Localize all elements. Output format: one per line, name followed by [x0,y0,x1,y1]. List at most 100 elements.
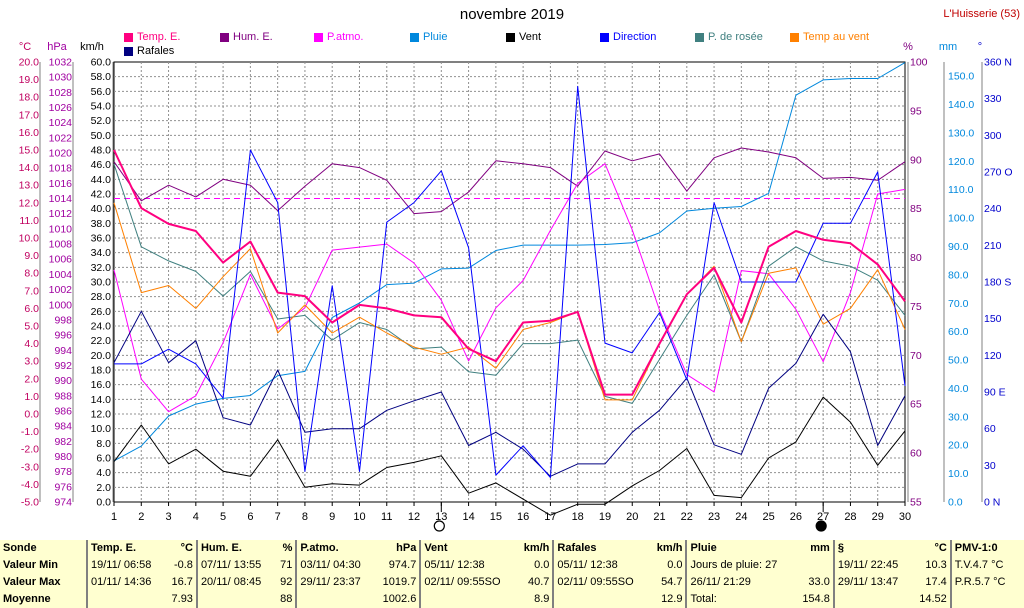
pct-tick-label: 80 [910,252,922,264]
stats-cell: 05/11/ 12:38 [419,557,516,574]
legend-item: Rafales [124,45,174,57]
temp-tick-label: 15.0 [19,145,40,157]
series-line-p-de-ros-e [113,163,906,404]
legend-label: Rafales [137,45,175,57]
kmh-tick-label: 2.0 [96,482,111,494]
stats-table: Sonde Temp. E. °C Hum. E.% P.atmo. hPa Vent km/… [0,540,1024,608]
temp-tick-label: 19.0 [19,74,40,86]
deg-tick-label: 90 E [984,387,1006,399]
hpa-tick-label: 1016 [49,178,73,190]
x-tick-label: 14 [462,511,474,523]
stats-value: 1019.7 [382,576,417,588]
hpa-tick-label: 1028 [49,87,73,99]
temp-tick-label: 18.0 [19,92,40,104]
legend-swatch [695,32,704,42]
x-tick-label: 18 [572,511,584,523]
stats-cell: § [832,540,912,557]
kmh-tick-label: 22.0 [91,335,112,347]
kmh-tick-label: 26.0 [91,306,112,318]
stats-value: 154.8 [802,593,830,605]
kmh-tick-label: 50.0 [91,130,112,142]
hpa-tick-label: 998 [54,314,72,326]
hpa-tick-label: 1020 [49,148,73,160]
x-tick-label: 19 [599,511,611,523]
kmh-tick-label: 18.0 [91,365,112,377]
pct-tick-label: 65 [910,399,922,411]
temp-axis-unit: °C [19,41,31,53]
hpa-tick-label: 982 [54,436,72,448]
hpa-tick-label: 1030 [49,72,73,84]
temp-tick-label: 2.0 [24,373,39,385]
x-tick-label: 15 [490,511,502,523]
stats-cell: 03/11/ 04:30 [295,557,374,574]
stats-value [1017,540,1024,557]
stats-row: Valeur Min 19/11/ 06:58 -0.8 07/11/ 13:55 71… [0,557,1024,574]
station-name: L'Huisserie (53) [943,8,1020,20]
hpa-tick-label: 1008 [49,239,73,251]
temp-tick-label: 9.0 [24,250,39,262]
stats-value: 14.52 [919,593,947,605]
pct-tick-label: 55 [910,497,922,509]
moon-full-icon [815,520,827,532]
stats-cell: Rafales [552,540,649,557]
legend-swatch [124,46,133,56]
legend-item: Direction [600,31,656,43]
hpa-tick-label: 1022 [49,132,73,144]
stats-cell: Hum. E. [195,540,275,557]
stats-row-label: Valeur Max [3,576,61,588]
stats-cell: 20/11/ 08:45 [195,574,275,591]
temp-tick-label: 1.0 [24,391,39,403]
temp-tick-label: 11.0 [19,215,39,227]
x-tick-label: 28 [844,511,856,523]
stats-cell [949,591,1017,608]
kmh-tick-label: 42.0 [91,189,112,201]
legend-swatch [506,32,515,42]
stats-cell [195,591,275,608]
mm-tick-label: 70.0 [948,298,969,310]
stats-value: 33.0 [808,576,830,588]
stats-row-label: Valeur Min [3,559,59,571]
deg-tick-label: 0 N [984,497,1000,509]
stats-cell: Temp. E. [85,540,165,557]
mm-tick-label: 10.0 [948,468,969,480]
stats-cell: 01/11/ 14:36 [85,574,165,591]
x-tick-label: 16 [517,511,529,523]
stats-cell: T.V.4.7 °C [949,557,1017,574]
temp-tick-label: 13.0 [19,180,40,192]
stats-cell: Jours de pluie: 27 [685,557,795,574]
stats-value: 17.4 [925,576,947,588]
kmh-tick-label: 6.0 [96,453,111,465]
stats-value: 1002.6 [382,593,417,605]
stats-cell: 02/11/ 09:55SO [552,574,649,591]
stats-cell: 02/11/ 09:55SO [419,574,516,591]
temp-tick-label: 4.0 [24,338,39,350]
kmh-tick-label: 52.0 [91,115,112,127]
hpa-tick-label: 1032 [49,57,73,69]
legend-item: P.atmo. [314,31,364,43]
mm-tick-label: 0.0 [948,497,963,509]
temp-tick-label: -3.0 [21,461,39,473]
series-line-direction [114,85,906,479]
temp-tick-label: 12.0 [19,197,40,209]
kmh-tick-label: 56.0 [91,86,112,98]
kmh-tick-label: 36.0 [91,233,112,245]
legend-item: P. de rosée [695,31,763,43]
stats-value: 12.9 [661,593,683,605]
chart-title: novembre 2019 [459,6,565,23]
hpa-tick-label: 990 [54,375,72,387]
legend-swatch [600,32,609,42]
temp-tick-label: 0.0 [24,409,39,421]
mm-tick-label: 120.0 [948,156,974,168]
deg-tick-label: 300 [984,130,1002,142]
x-tick-label: 26 [790,511,802,523]
stats-value: hPa [396,542,417,554]
legend-label: P.atmo. [327,31,364,43]
mm-tick-label: 110.0 [948,184,974,196]
kmh-tick-label: 48.0 [91,145,112,157]
stats-cell: 07/11/ 13:55 [195,557,275,574]
x-tick-label: 9 [329,511,335,523]
stats-cell: Vent [419,540,516,557]
series-line-vent [113,396,906,516]
mm-tick-label: 80.0 [948,269,969,281]
deg-tick-label: 150 [984,313,1002,325]
